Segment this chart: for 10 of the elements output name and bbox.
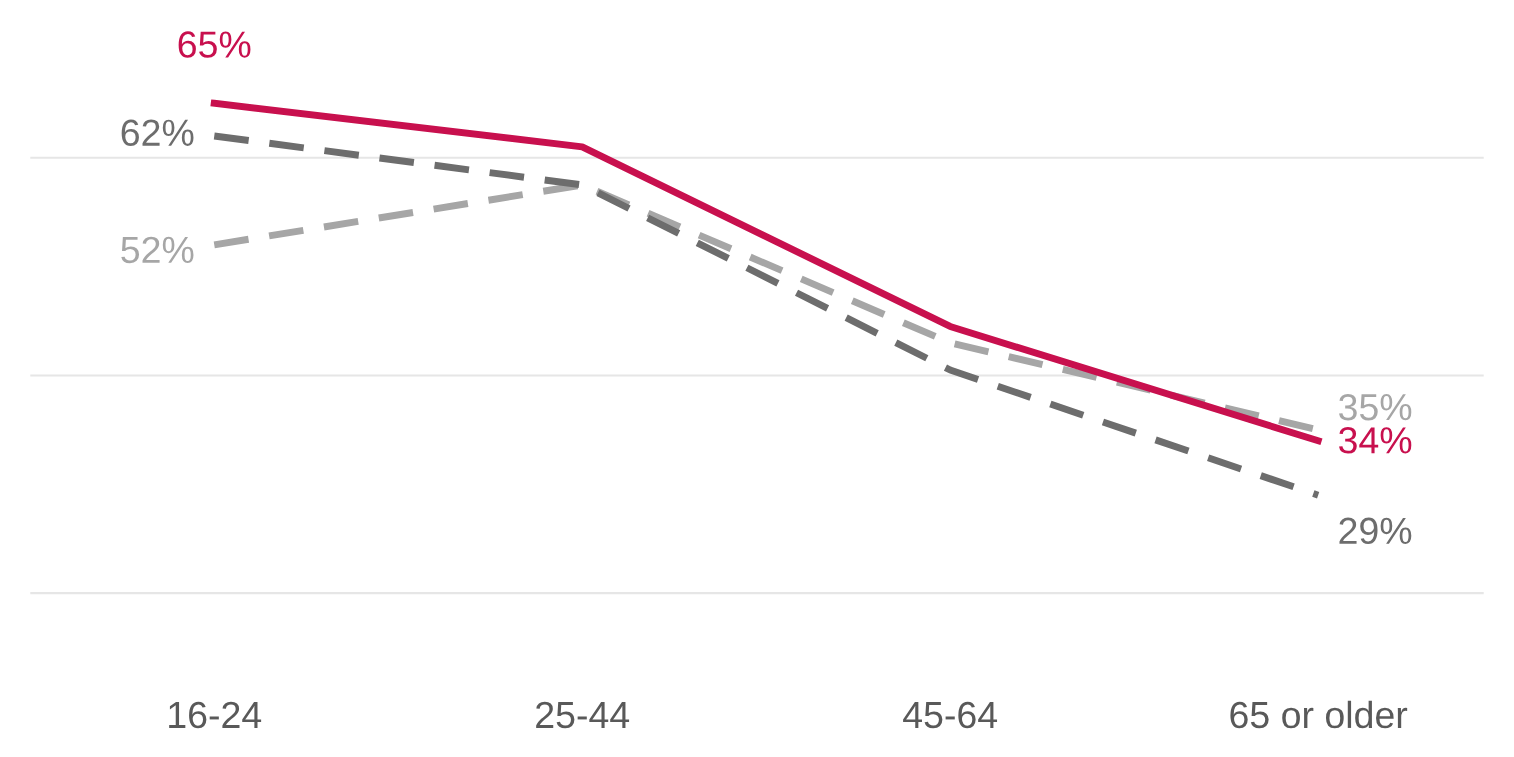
data-label: 35% [1339, 393, 1412, 421]
x-tick-label: 25-44 [536, 701, 630, 729]
x-tick-label: 65 or older [1230, 700, 1408, 729]
x-tick-label: 16-24 [169, 701, 262, 729]
x-tick-label: 45-64 [903, 701, 998, 729]
data-label: 65% [178, 31, 251, 58]
data-label: 29% [1339, 517, 1412, 545]
data-label: 62% [121, 119, 194, 147]
data-label: 52% [121, 236, 194, 264]
data-label: 34% [1339, 427, 1412, 454]
